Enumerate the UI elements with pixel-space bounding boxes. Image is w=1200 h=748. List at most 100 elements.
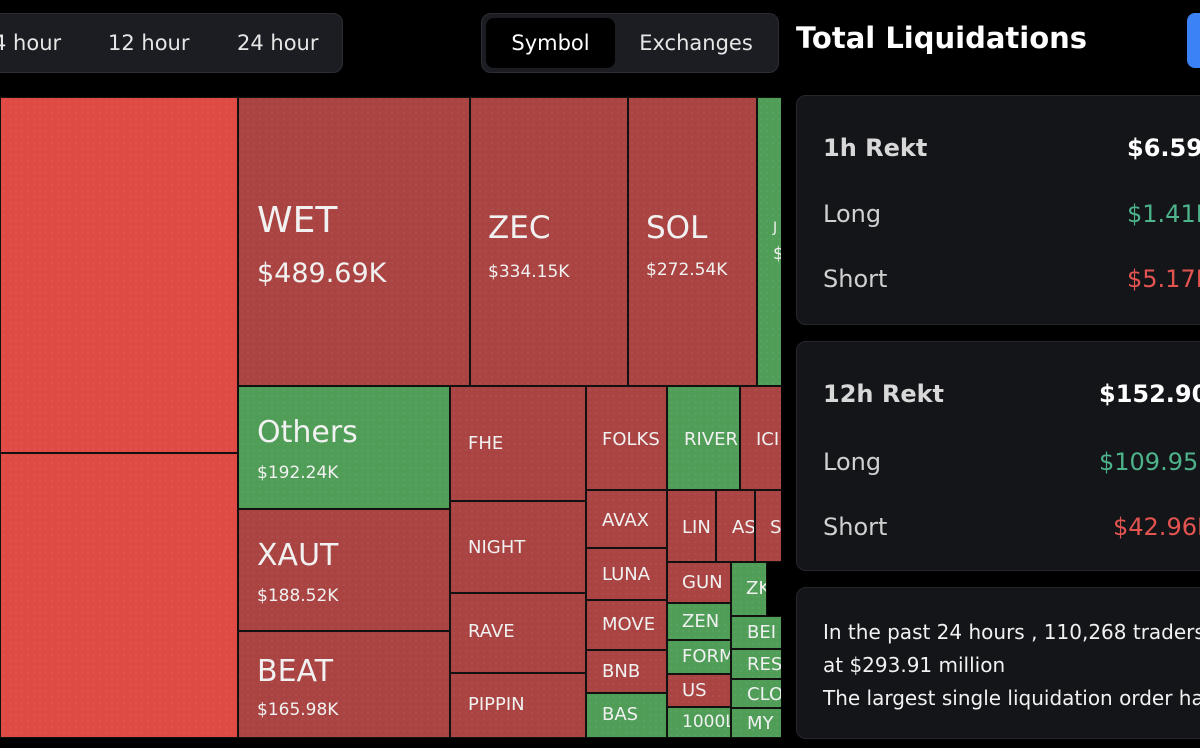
treemap-cell-as[interactable]: AS	[716, 490, 755, 562]
cell-symbol: BEAT	[257, 654, 334, 689]
treemap-cell-gun[interactable]: GUN	[667, 562, 731, 603]
treemap-cell-move[interactable]: MOVE	[586, 600, 667, 650]
cell-symbol: ZEN	[682, 611, 720, 632]
treemap-cell-river[interactable]: RIVER	[667, 386, 740, 490]
treemap-cell-us[interactable]: US	[667, 674, 731, 707]
treemap-cell-large-2[interactable]	[0, 453, 238, 738]
cell-symbol: SOL	[646, 210, 708, 246]
treemap-cell-rave[interactable]: RAVE	[450, 593, 586, 673]
cell-symbol: J	[773, 220, 778, 236]
period-total: $6.59N	[1127, 134, 1200, 162]
cell-value: $334.15K	[488, 262, 570, 282]
treemap-cell-others[interactable]: Others $192.24K	[238, 386, 450, 509]
tab-24-hour[interactable]: 24 hour	[237, 31, 319, 55]
cell-symbol: MY	[747, 713, 774, 734]
action-button[interactable]	[1187, 13, 1200, 68]
treemap-cell-large-1[interactable]	[0, 97, 238, 453]
treemap-cell-zen[interactable]: ZEN	[667, 603, 731, 640]
cell-symbol: LUNA	[602, 564, 651, 585]
tab-12-hour[interactable]: 12 hour	[108, 31, 190, 55]
cell-symbol: FORM	[682, 646, 731, 667]
view-toggle: Symbol Exchanges	[481, 13, 779, 73]
toggle-exchanges[interactable]: Exchanges	[639, 31, 753, 55]
summary-line-2: at $293.91 million	[823, 653, 1006, 677]
cell-symbol: AS	[732, 517, 755, 538]
stats-card-12h: 12h Rekt $152.90N Long $109.95N Short $4…	[796, 341, 1200, 571]
cell-value: $165.98K	[257, 700, 339, 720]
cell-value: $272.54K	[646, 260, 728, 280]
cell-symbol: LIN	[682, 517, 711, 538]
treemap-cell-j[interactable]: J $	[757, 97, 781, 386]
treemap-cell-bnb[interactable]: BNB	[586, 650, 667, 693]
treemap-cell-fhe[interactable]: FHE	[450, 386, 586, 501]
treemap-cell-bei[interactable]: BEI	[731, 616, 781, 649]
cell-symbol: CLO	[747, 684, 781, 705]
stats-card-1h: 1h Rekt $6.59N Long $1.41N Short $5.17N	[796, 95, 1200, 325]
cell-symbol: PIPPIN	[468, 694, 525, 715]
cell-value: $192.24K	[257, 463, 339, 483]
treemap-cell-wet[interactable]: WET $489.69K	[238, 97, 470, 386]
summary-line-1: In the past 24 hours , 110,268 traders w	[823, 620, 1200, 644]
treemap-cell-beat[interactable]: BEAT $165.98K	[238, 631, 450, 738]
long-value: $109.95N	[1099, 448, 1200, 476]
cell-symbol: FHE	[468, 433, 504, 454]
summary-line-3: The largest single liquidation order hap	[823, 686, 1200, 710]
cell-symbol: ZEC	[488, 210, 551, 246]
period-label: 1h Rekt	[823, 134, 928, 162]
cell-symbol: ICI	[756, 429, 780, 450]
treemap-cell-ic[interactable]: ICI	[740, 386, 781, 490]
cell-value: $188.52K	[257, 586, 339, 606]
cell-symbol: GUN	[682, 572, 723, 593]
treemap-cell-s[interactable]: S	[755, 490, 781, 562]
cell-symbol: RAVE	[468, 621, 515, 642]
long-value: $1.41N	[1127, 200, 1200, 228]
cell-symbol: Others	[257, 415, 358, 450]
time-range-tabs: 4 hour 12 hour 24 hour	[0, 13, 343, 73]
long-label: Long	[823, 200, 882, 228]
cell-symbol: FOLKS	[602, 429, 660, 450]
treemap-cell-folks[interactable]: FOLKS	[586, 386, 667, 490]
treemap-cell-lin[interactable]: LIN	[667, 490, 716, 562]
tab-4-hour[interactable]: 4 hour	[0, 31, 62, 55]
treemap-cell-zk[interactable]: ZK	[731, 562, 767, 616]
period-total: $152.90N	[1099, 380, 1200, 408]
liquidation-summary-card: In the past 24 hours , 110,268 traders w…	[796, 587, 1200, 739]
treemap-cell-xaut[interactable]: XAUT $188.52K	[238, 509, 450, 631]
short-label: Short	[823, 265, 888, 293]
treemap-cell-clo[interactable]: CLO	[731, 679, 781, 708]
treemap-cell-form[interactable]: FORM	[667, 640, 731, 674]
short-value: $42.96N	[1113, 513, 1200, 541]
period-label: 12h Rekt	[823, 380, 945, 408]
panel-title: Total Liquidations	[796, 21, 1088, 55]
cell-symbol: AVAX	[602, 510, 649, 531]
cell-symbol: BAS	[602, 704, 639, 725]
cell-symbol: BEI	[747, 622, 777, 643]
cell-symbol: MOVE	[602, 614, 656, 635]
cell-symbol: XAUT	[257, 538, 339, 573]
treemap-cell-zec[interactable]: ZEC $334.15K	[470, 97, 628, 386]
treemap-cell-res[interactable]: RES	[731, 649, 781, 679]
toggle-symbol[interactable]: Symbol	[486, 18, 615, 68]
treemap-cell-pippin[interactable]: PIPPIN	[450, 673, 586, 738]
liquidation-treemap: WET $489.69K ZEC $334.15K SOL $272.54K J…	[0, 97, 781, 738]
short-label: Short	[823, 513, 888, 541]
treemap-cell-bas[interactable]: BAS	[586, 693, 667, 738]
cell-value: $489.69K	[257, 258, 387, 289]
cell-symbol: RIVER	[684, 429, 739, 450]
cell-symbol: BNB	[602, 661, 641, 682]
cell-symbol: US	[682, 680, 707, 701]
treemap-cell-night[interactable]: NIGHT	[450, 501, 586, 593]
long-label: Long	[823, 448, 882, 476]
treemap-cell-sol[interactable]: SOL $272.54K	[628, 97, 757, 386]
cell-symbol: ZK	[746, 578, 766, 599]
cell-symbol: NIGHT	[468, 537, 526, 558]
treemap-cell-1000l[interactable]: 1000L	[667, 707, 731, 738]
cell-symbol: RES	[747, 654, 781, 675]
treemap-cell-luna[interactable]: LUNA	[586, 548, 667, 600]
cell-symbol: S	[770, 517, 781, 538]
treemap-cell-my[interactable]: MY	[731, 708, 781, 738]
short-value: $5.17N	[1127, 265, 1200, 293]
cell-value: $	[773, 244, 781, 264]
treemap-cell-avax[interactable]: AVAX	[586, 490, 667, 548]
cell-symbol: 1000L	[682, 712, 731, 732]
